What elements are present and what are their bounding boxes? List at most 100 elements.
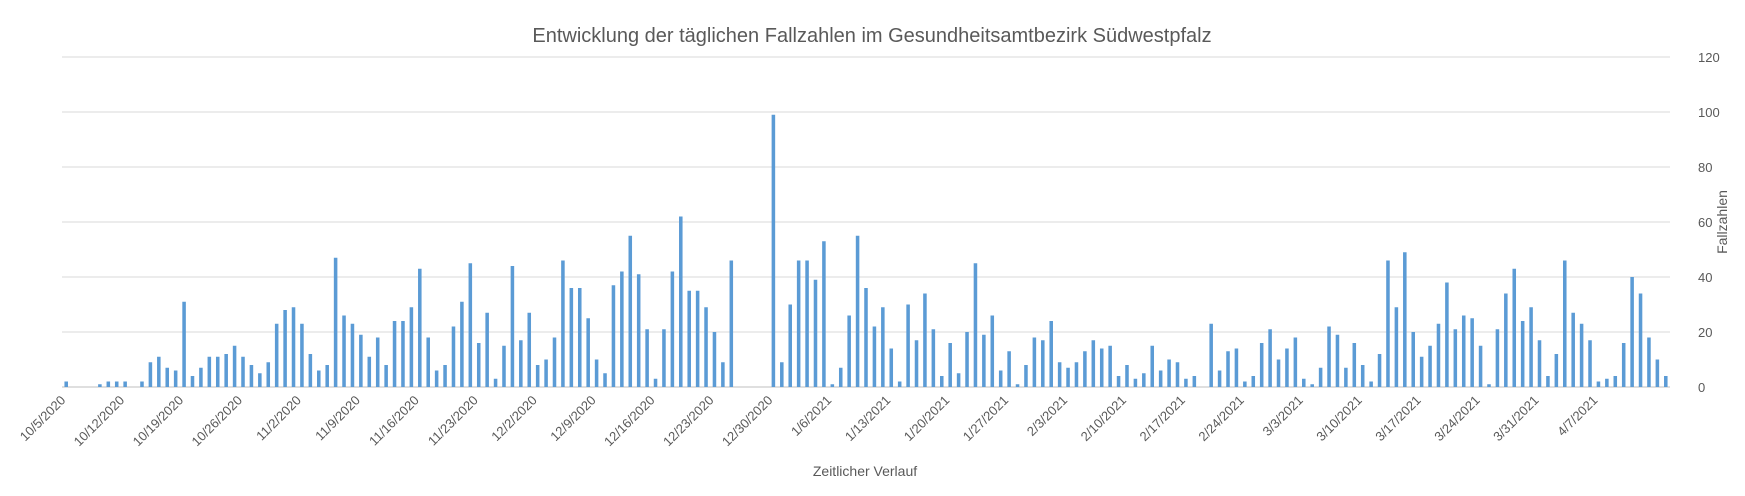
bar (1571, 312, 1575, 387)
x-tick-label: 1/27/2021 (960, 393, 1012, 445)
bar (1596, 381, 1601, 387)
bar (190, 376, 195, 387)
bar (502, 345, 506, 387)
x-axis-ticks: 10/5/2020 10/12/2020 10/19/2020 10/26/2020 1… (17, 393, 1601, 450)
bar (1125, 365, 1129, 387)
bar (224, 354, 228, 387)
bar (199, 367, 203, 387)
bar (1293, 337, 1298, 387)
y-tick-label: 20 (1698, 325, 1712, 340)
bar (1529, 307, 1533, 387)
bar (721, 362, 725, 387)
bar (460, 301, 464, 387)
bar (510, 266, 515, 387)
x-tick-label: 11/23/2020 (425, 393, 481, 449)
bar (1605, 378, 1609, 387)
x-tick-label: 4/7/2021 (1554, 393, 1600, 439)
x-tick-label: 1/6/2021 (788, 393, 834, 439)
bar (914, 340, 919, 387)
bar (1142, 373, 1146, 387)
y-tick-label: 60 (1698, 215, 1712, 230)
bar (1377, 354, 1382, 387)
x-tick-label: 11/2/2020 (253, 393, 304, 444)
bar (1478, 345, 1483, 387)
x-tick-label: 3/3/2021 (1260, 393, 1306, 439)
x-tick-label: 10/5/2020 (17, 393, 69, 445)
bar (982, 334, 986, 387)
bar (241, 356, 245, 387)
bar (1175, 362, 1180, 387)
bar (956, 373, 961, 387)
y-tick-label: 120 (1698, 50, 1720, 65)
bar (392, 321, 397, 387)
bar (771, 114, 776, 387)
x-tick-label: 10/12/2020 (71, 393, 128, 450)
y-tick-label: 80 (1698, 160, 1712, 175)
bar (889, 348, 894, 387)
x-tick-label: 12/2/2020 (488, 393, 540, 445)
bar (325, 365, 329, 387)
bar (636, 274, 641, 387)
bar (493, 378, 498, 387)
y-axis-label: Fallzahlen (1714, 190, 1730, 254)
bar (291, 307, 296, 387)
x-axis-label: Zeitlicher Verlauf (813, 463, 917, 479)
bar (1108, 345, 1112, 387)
bar (1411, 332, 1415, 387)
bar (232, 345, 237, 387)
bar (830, 384, 835, 387)
bar (173, 370, 178, 387)
bar (1537, 340, 1542, 387)
bar (1083, 351, 1087, 387)
bars (64, 114, 1668, 387)
y-axis-ticks: 0 20 40 60 80 100 120 (1698, 50, 1720, 395)
bar (1588, 340, 1592, 387)
bar (1369, 381, 1373, 387)
bar (1234, 348, 1239, 387)
bar (418, 268, 422, 387)
bar (1091, 340, 1096, 387)
bar (620, 271, 624, 387)
bar (1158, 370, 1163, 387)
bar (1470, 318, 1474, 387)
bar (1554, 354, 1559, 387)
bar (822, 241, 826, 387)
bar (1268, 329, 1272, 387)
bar (1243, 381, 1247, 387)
bar (847, 315, 851, 387)
bar (695, 290, 700, 387)
bar (1217, 370, 1222, 387)
bar (1226, 351, 1230, 387)
bar (165, 367, 170, 387)
bar (1487, 384, 1491, 387)
bar (476, 343, 481, 387)
bar (569, 288, 574, 387)
bar (729, 260, 734, 387)
bar (973, 263, 978, 387)
bar (106, 381, 111, 387)
bar (1647, 337, 1651, 387)
bar (1360, 365, 1365, 387)
bar (308, 354, 313, 387)
bar (780, 362, 784, 387)
bar (1150, 345, 1155, 387)
x-tick-label: 1/13/2021 (842, 393, 894, 445)
bar (274, 323, 279, 387)
bar (157, 356, 161, 387)
bar (662, 329, 666, 387)
bar (906, 304, 910, 387)
bar (594, 359, 599, 387)
x-tick-label: 10/26/2020 (188, 393, 245, 450)
x-tick-label: 11/9/2020 (312, 393, 363, 444)
bar (1024, 365, 1028, 387)
bar (1655, 359, 1660, 387)
bar (1066, 367, 1070, 387)
bar (931, 329, 936, 387)
x-tick-label: 11/16/2020 (366, 393, 422, 449)
bar (1428, 345, 1432, 387)
bar (712, 332, 717, 387)
bar (1209, 323, 1213, 387)
bar (1638, 293, 1643, 387)
bar (1436, 323, 1441, 387)
